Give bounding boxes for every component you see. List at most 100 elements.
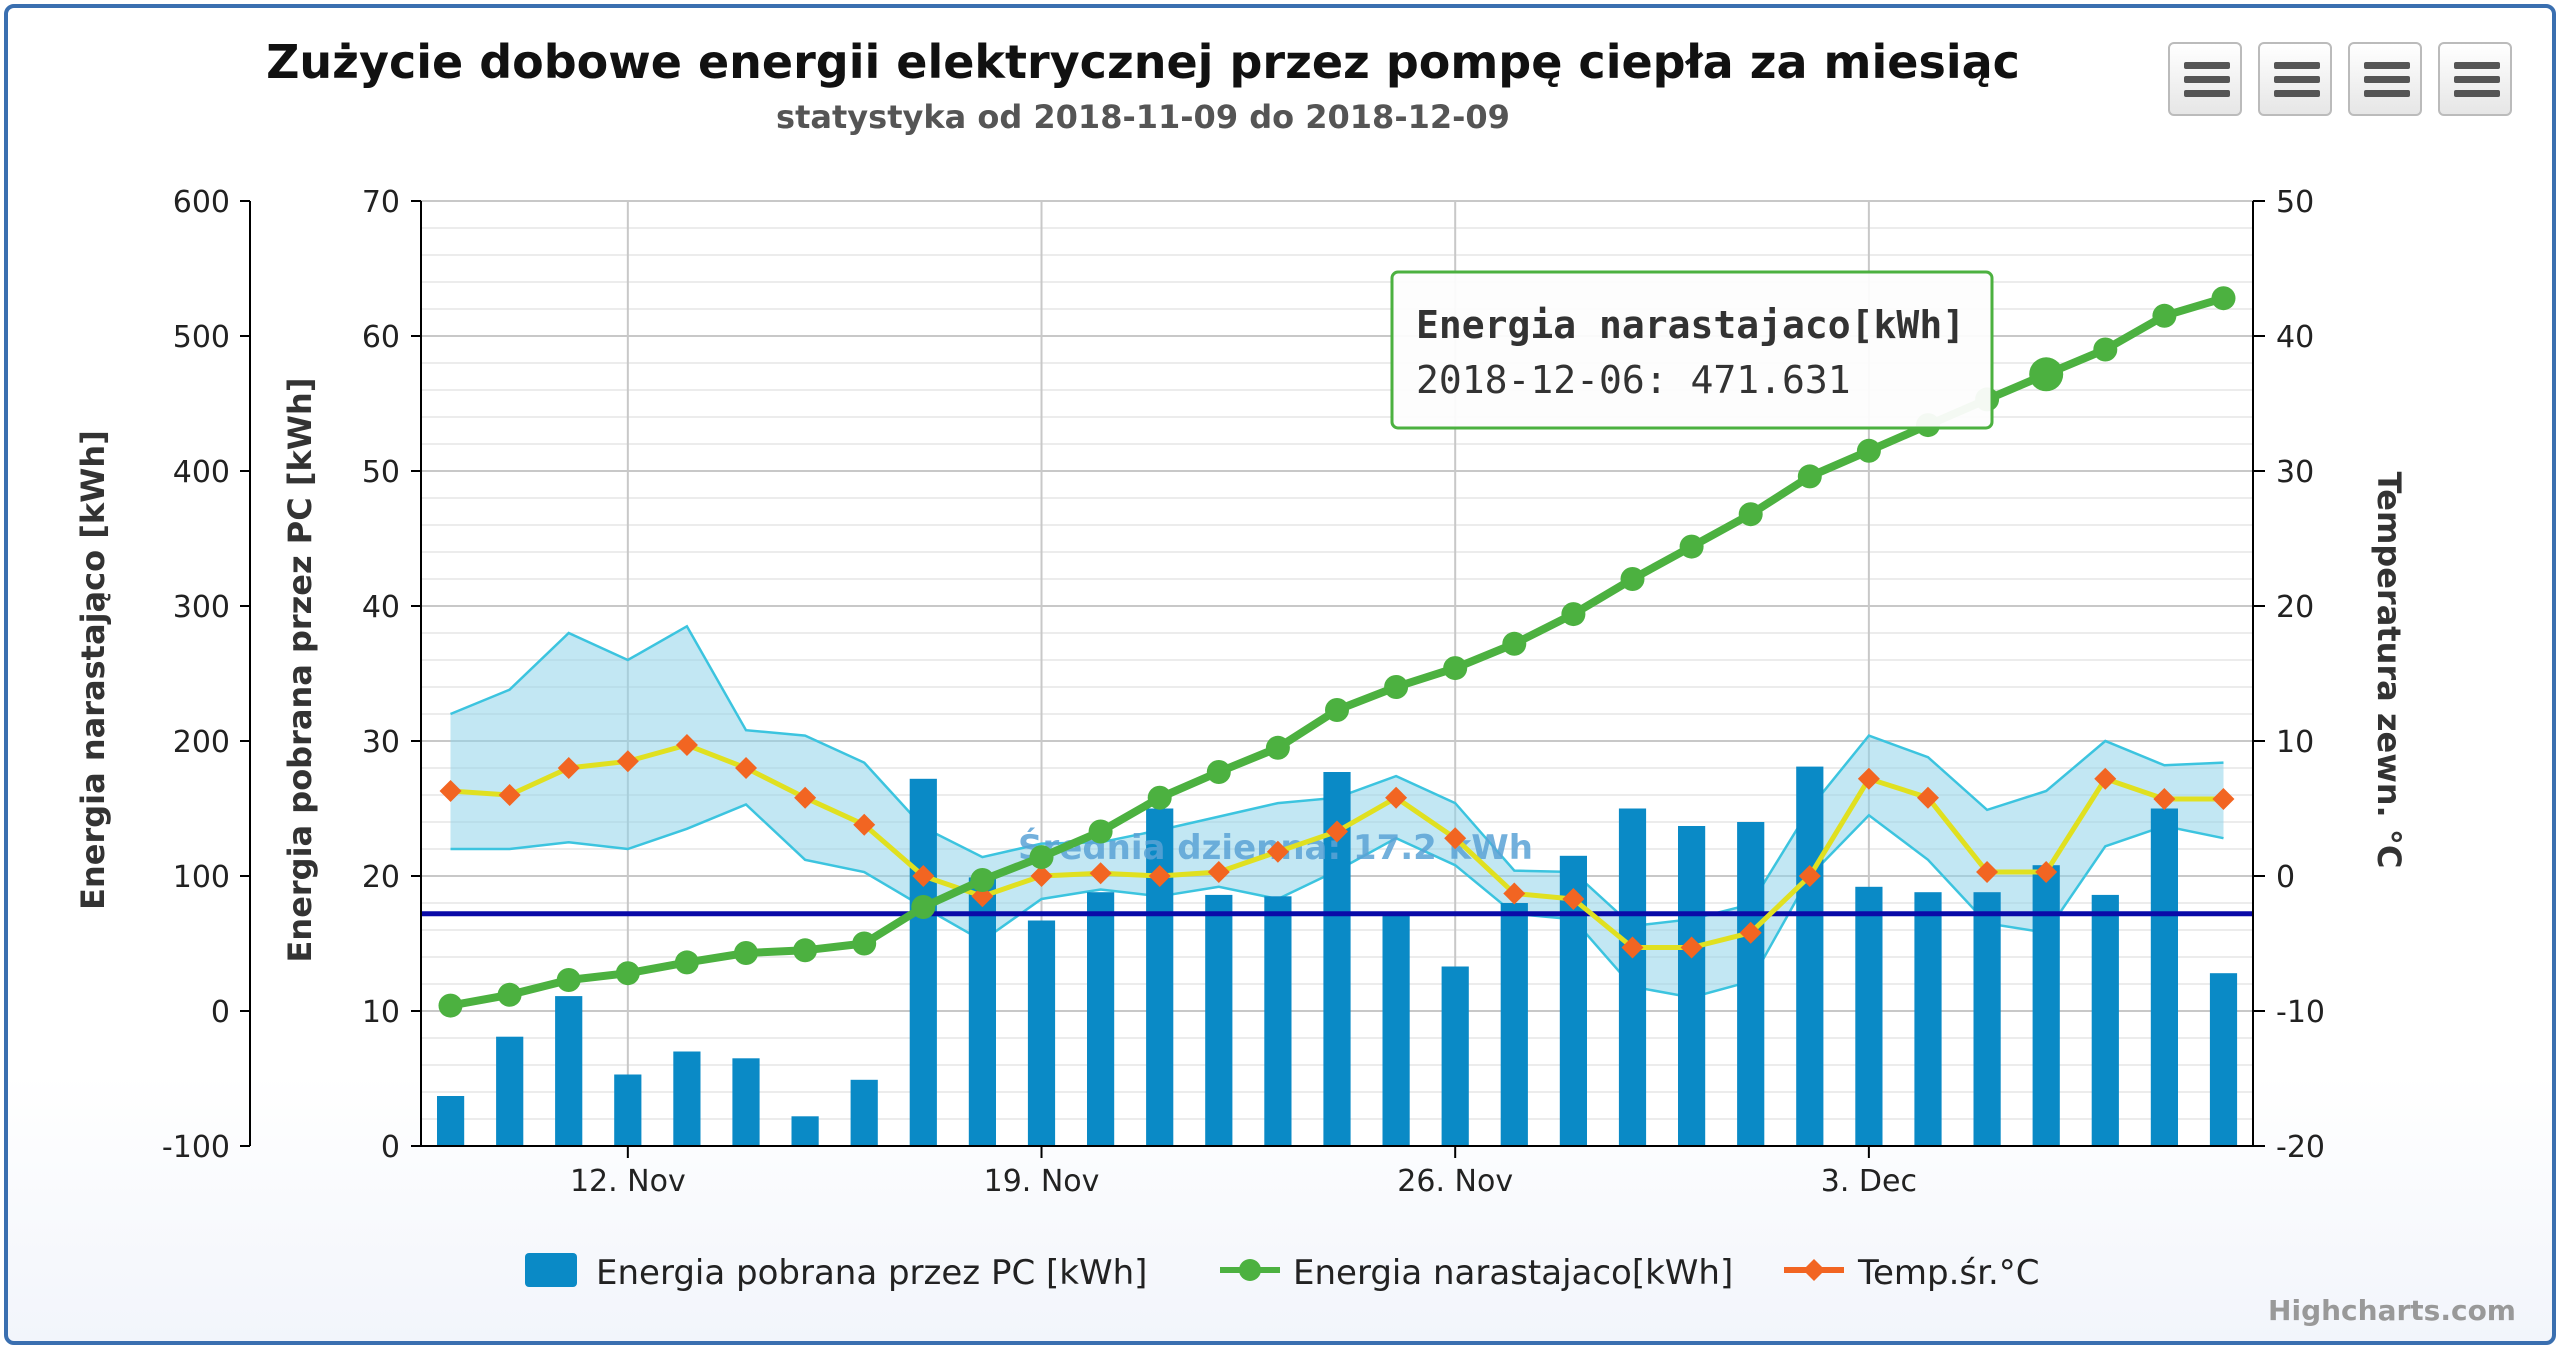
temperature-point[interactable] xyxy=(1798,865,1821,887)
cumulative-energy-point[interactable] xyxy=(852,931,877,956)
cumulative-energy-point[interactable] xyxy=(734,941,758,965)
energy-bar[interactable] xyxy=(791,1116,819,1146)
temperature-point[interactable] xyxy=(735,757,758,779)
cumulative-energy-point[interactable] xyxy=(1797,464,1822,489)
energy-bar[interactable] xyxy=(2091,894,2119,1146)
cumulative-energy-point[interactable] xyxy=(1561,602,1586,627)
cumulative-energy-point[interactable] xyxy=(2029,357,2064,392)
cumulative-energy-point[interactable] xyxy=(615,961,640,986)
legend-label-temperature[interactable]: Temp.śr.°C xyxy=(1857,1253,2040,1293)
temperature-point[interactable] xyxy=(2212,788,2235,811)
cumulative-energy-point[interactable] xyxy=(1265,735,1290,760)
cumulative-energy-point[interactable] xyxy=(970,868,995,892)
energy-bar[interactable] xyxy=(850,1079,878,1146)
temperature-point[interactable] xyxy=(1916,786,1939,809)
chart-menu-button-1[interactable] xyxy=(2168,42,2242,116)
energy-bar[interactable] xyxy=(1500,903,1528,1146)
cumulative-energy-point[interactable] xyxy=(2211,286,2236,311)
energy-bar[interactable] xyxy=(1796,766,1824,1146)
chart-menu-button-3[interactable] xyxy=(2348,42,2422,116)
energy-bar[interactable] xyxy=(1205,894,1233,1146)
cumulative-energy-point[interactable] xyxy=(2093,337,2118,362)
cumulative-energy-point[interactable] xyxy=(1502,631,1527,656)
temperature-point[interactable] xyxy=(1148,865,1171,887)
temperature-point[interactable] xyxy=(557,757,580,779)
temperature-point[interactable] xyxy=(2035,860,2058,883)
cumulative-energy-point[interactable] xyxy=(497,982,522,1007)
energy-bar[interactable] xyxy=(2150,808,2178,1147)
legend-marker-temperature[interactable] xyxy=(1803,1259,1825,1281)
energy-bar[interactable] xyxy=(1855,886,1883,1146)
cumulative-energy-point[interactable] xyxy=(1147,785,1172,810)
temperature-point[interactable] xyxy=(971,885,994,908)
temperature-point[interactable] xyxy=(1385,786,1408,809)
energy-bar[interactable] xyxy=(968,877,996,1146)
temperature-point[interactable] xyxy=(1266,840,1289,863)
temperature-point[interactable] xyxy=(1562,887,1585,910)
energy-bar[interactable] xyxy=(1973,892,2001,1146)
energy-bar[interactable] xyxy=(1087,892,1115,1146)
temperature-point[interactable] xyxy=(912,865,935,887)
temperature-point[interactable] xyxy=(1857,767,1880,790)
energy-bar[interactable] xyxy=(555,996,583,1146)
cumulative-energy-point[interactable] xyxy=(1384,675,1409,699)
energy-bar[interactable] xyxy=(1618,808,1647,1147)
temperature-point[interactable] xyxy=(2094,767,2117,790)
chart-menu-button-4[interactable] xyxy=(2438,42,2512,116)
temperature-point[interactable] xyxy=(498,784,521,806)
energy-bar[interactable] xyxy=(496,1036,524,1146)
legend-label-cumulative[interactable]: Energia narastajaco[kWh] xyxy=(1293,1253,1733,1293)
energy-bar[interactable] xyxy=(437,1096,465,1146)
temperature-point[interactable] xyxy=(1621,936,1644,959)
cumulative-energy-point[interactable] xyxy=(1856,438,1881,463)
legend-marker-energy[interactable] xyxy=(525,1253,577,1287)
cumulative-energy-point[interactable] xyxy=(1443,656,1468,681)
energy-bar[interactable] xyxy=(1146,808,1174,1147)
legend-marker-cumulative[interactable] xyxy=(1239,1259,1261,1281)
temperature-point[interactable] xyxy=(853,813,876,836)
temperature-point[interactable] xyxy=(1444,827,1467,850)
energy-bar[interactable] xyxy=(1678,826,1706,1146)
temperature-point[interactable] xyxy=(1030,865,1053,887)
energy-bar[interactable] xyxy=(2209,973,2238,1146)
energy-bar[interactable] xyxy=(1441,966,1469,1147)
temperature-point[interactable] xyxy=(1503,882,1526,905)
cumulative-energy-point[interactable] xyxy=(556,968,581,992)
cumulative-energy-point[interactable] xyxy=(2152,303,2177,328)
legend-label-energy[interactable]: Energia pobrana przez PC [kWh] xyxy=(596,1253,1147,1293)
chart-menu-button-2[interactable] xyxy=(2258,42,2332,116)
energy-bar[interactable] xyxy=(1382,915,1410,1146)
credits-link[interactable]: Highcharts.com xyxy=(2268,1294,2516,1327)
temperature-point[interactable] xyxy=(1207,860,1230,883)
temperature-point[interactable] xyxy=(1680,936,1703,959)
cumulative-energy-point[interactable] xyxy=(438,993,463,1018)
temperature-point[interactable] xyxy=(794,786,817,809)
energy-bar[interactable] xyxy=(614,1074,642,1147)
cumulative-energy-point[interactable] xyxy=(1088,819,1113,844)
temperature-point[interactable] xyxy=(439,779,462,802)
cumulative-energy-point[interactable] xyxy=(1679,534,1704,559)
temperature-point[interactable] xyxy=(616,750,639,773)
energy-bar[interactable] xyxy=(1027,920,1056,1147)
temperature-point[interactable] xyxy=(1976,860,1999,883)
cumulative-energy-point[interactable] xyxy=(1029,845,1054,870)
energy-bar[interactable] xyxy=(1914,892,1942,1146)
cumulative-energy-point[interactable] xyxy=(1206,760,1231,784)
energy-bar[interactable] xyxy=(673,1051,701,1147)
temperature-point[interactable] xyxy=(1089,862,1112,885)
cumulative-energy-point[interactable] xyxy=(1325,698,1349,722)
temperature-point[interactable] xyxy=(1739,921,1762,944)
temperature-point[interactable] xyxy=(1326,820,1348,843)
energy-bar[interactable] xyxy=(2032,865,2060,1146)
temperature-point[interactable] xyxy=(2153,788,2176,811)
cumulative-energy-point[interactable] xyxy=(674,950,699,975)
energy-bar[interactable] xyxy=(732,1058,760,1147)
temperature-point[interactable] xyxy=(675,734,698,757)
cumulative-energy-point[interactable] xyxy=(1738,502,1763,527)
energy-bar[interactable] xyxy=(1737,822,1765,1146)
cumulative-energy-point[interactable] xyxy=(911,895,936,919)
energy-bar[interactable] xyxy=(909,778,937,1146)
energy-bar[interactable] xyxy=(1264,896,1292,1147)
cumulative-energy-point[interactable] xyxy=(1620,567,1645,591)
cumulative-energy-point[interactable] xyxy=(793,938,818,963)
